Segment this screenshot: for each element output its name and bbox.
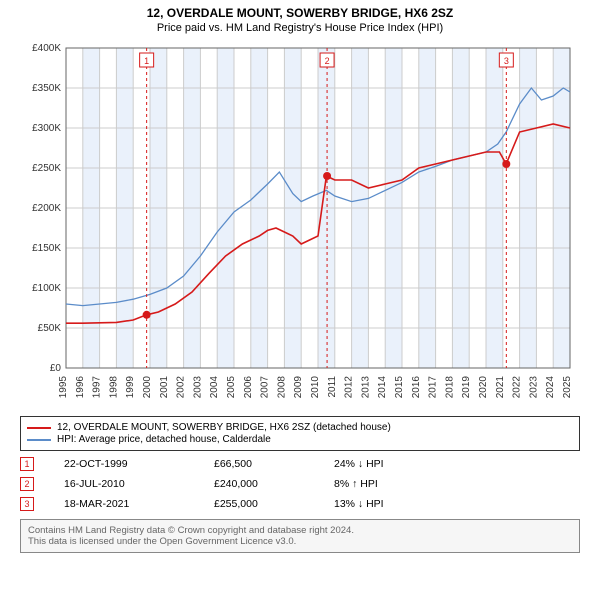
attribution-line-2: This data is licensed under the Open Gov… (28, 536, 572, 547)
x-tick-label: 2023 (528, 376, 539, 399)
legend-label: 12, OVERDALE MOUNT, SOWERBY BRIDGE, HX6 … (57, 422, 391, 433)
x-tick-label: 2019 (461, 376, 472, 399)
x-tick-label: 2004 (209, 376, 220, 399)
sale-marker-dot (323, 172, 331, 180)
x-tick-label: 1998 (108, 376, 119, 399)
x-tick-label: 2008 (276, 376, 287, 399)
x-tick-label: 2022 (512, 376, 523, 399)
x-tick-label: 2010 (310, 376, 321, 399)
x-tick-label: 1997 (92, 376, 103, 399)
x-tick-label: 2020 (478, 376, 489, 399)
x-tick-label: 1995 (58, 376, 69, 399)
y-tick-label: £350K (32, 83, 61, 94)
event-hpi-diff: 13% ↓ HPI (334, 498, 454, 510)
event-price: £66,500 (214, 458, 334, 470)
x-tick-label: 2018 (444, 376, 455, 399)
y-tick-label: £300K (32, 123, 61, 134)
x-tick-label: 2003 (192, 376, 203, 399)
legend-swatch (27, 427, 51, 429)
x-tick-label: 2007 (260, 376, 271, 399)
chart-area: £0 £50K £100K £150K £200K £250K £300K £350K £400… (20, 40, 580, 410)
x-tick-label: 2016 (411, 376, 422, 399)
y-tick-label: £0 (50, 363, 62, 374)
sale-marker-dot (143, 311, 151, 319)
sale-marker-dot (502, 160, 510, 168)
x-tick-label: 2017 (428, 376, 439, 399)
chart-header: 12, OVERDALE MOUNT, SOWERBY BRIDGE, HX6 … (0, 0, 600, 36)
legend-item: 12, OVERDALE MOUNT, SOWERBY BRIDGE, HX6 … (27, 422, 573, 433)
sale-marker-number: 1 (144, 56, 149, 66)
event-price: £240,000 (214, 478, 334, 490)
legend-label: HPI: Average price, detached house, Cald… (57, 434, 271, 445)
chart-title: 12, OVERDALE MOUNT, SOWERBY BRIDGE, HX6 … (0, 6, 600, 20)
attribution-line-1: Contains HM Land Registry data © Crown c… (28, 525, 572, 536)
legend-swatch (27, 439, 51, 441)
events-table: 1 22-OCT-1999£66,50024% ↓ HPI 2 16-JUL-2010… (20, 457, 580, 511)
attribution-box: Contains HM Land Registry data © Crown c… (20, 519, 580, 553)
event-hpi-diff: 8% ↑ HPI (334, 478, 454, 490)
event-date: 22-OCT-1999 (64, 458, 214, 470)
x-tick-label: 2000 (142, 376, 153, 399)
legend-item: HPI: Average price, detached house, Cald… (27, 434, 573, 445)
y-tick-label: £400K (32, 43, 61, 54)
x-tick-label: 2015 (394, 376, 405, 399)
x-tick-label: 2013 (360, 376, 371, 399)
x-tick-label: 2012 (344, 376, 355, 399)
x-tick-label: 1999 (125, 376, 136, 399)
x-tick-label: 2006 (243, 376, 254, 399)
x-tick-label: 2002 (176, 376, 187, 399)
y-tick-label: £200K (32, 203, 61, 214)
event-date: 16-JUL-2010 (64, 478, 214, 490)
x-tick-label: 2021 (495, 376, 506, 399)
x-tick-label: 2014 (377, 376, 388, 399)
y-tick-label: £250K (32, 163, 61, 174)
event-price: £255,000 (214, 498, 334, 510)
y-tick-label: £50K (38, 323, 62, 334)
event-date: 18-MAR-2021 (64, 498, 214, 510)
y-tick-label: £150K (32, 243, 61, 254)
x-tick-label: 2009 (293, 376, 304, 399)
y-tick-label: £100K (32, 283, 61, 294)
x-tick-label: 2024 (545, 376, 556, 399)
event-row: 2 16-JUL-2010£240,0008% ↑ HPI (20, 477, 580, 491)
chart-svg: £0 £50K £100K £150K £200K £250K £300K £350K £400… (20, 40, 580, 410)
sale-marker-number: 2 (325, 56, 330, 66)
x-tick-label: 2011 (327, 376, 338, 398)
event-hpi-diff: 24% ↓ HPI (334, 458, 454, 470)
x-tick-label: 1996 (75, 376, 86, 399)
event-row: 3 18-MAR-2021£255,00013% ↓ HPI (20, 497, 580, 511)
x-tick-label: 2005 (226, 376, 237, 399)
event-badge: 3 (20, 497, 34, 511)
x-tick-label: 2001 (159, 376, 170, 399)
sale-marker-number: 3 (504, 56, 509, 66)
event-badge: 1 (20, 457, 34, 471)
x-tick-label: 2025 (562, 376, 573, 399)
legend-box: 12, OVERDALE MOUNT, SOWERBY BRIDGE, HX6 … (20, 416, 580, 451)
event-row: 1 22-OCT-1999£66,50024% ↓ HPI (20, 457, 580, 471)
event-badge: 2 (20, 477, 34, 491)
chart-subtitle: Price paid vs. HM Land Registry's House … (0, 22, 600, 34)
